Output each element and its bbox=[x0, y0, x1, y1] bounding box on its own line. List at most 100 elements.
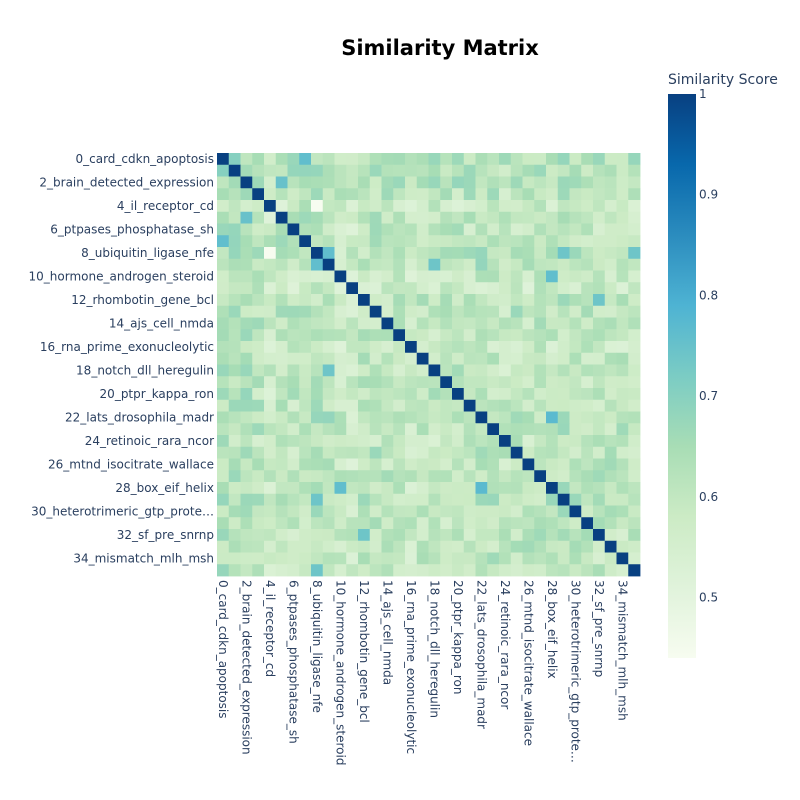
heatmap-cell bbox=[240, 317, 253, 330]
heatmap-cell bbox=[405, 493, 418, 506]
heatmap-cell bbox=[581, 164, 594, 177]
heatmap-cell bbox=[252, 411, 265, 424]
heatmap-cell bbox=[428, 470, 441, 483]
heatmap-cell bbox=[510, 458, 523, 471]
heatmap-cell bbox=[311, 505, 324, 518]
heatmap-cell bbox=[393, 529, 406, 542]
heatmap-cell bbox=[381, 317, 394, 330]
heatmap-cell bbox=[522, 376, 535, 389]
heatmap-cell bbox=[228, 294, 241, 307]
heatmap-cell bbox=[405, 517, 418, 530]
heatmap-cell bbox=[275, 564, 288, 577]
heatmap-cell bbox=[322, 470, 335, 483]
heatmap-cell bbox=[393, 552, 406, 565]
heatmap-cell bbox=[581, 282, 594, 295]
heatmap-cell bbox=[369, 505, 382, 518]
heatmap-cell bbox=[275, 282, 288, 295]
heatmap-cell bbox=[581, 235, 594, 248]
heatmap-cell bbox=[593, 364, 606, 377]
heatmap-cell bbox=[416, 446, 429, 459]
heatmap-cell bbox=[299, 376, 312, 389]
heatmap-cell bbox=[252, 435, 265, 448]
heatmap-cell bbox=[463, 235, 476, 248]
heatmap-cell bbox=[358, 305, 371, 318]
heatmap-cell bbox=[546, 270, 559, 283]
heatmap-cell bbox=[381, 270, 394, 283]
heatmap-cell bbox=[381, 435, 394, 448]
heatmap-cell bbox=[322, 305, 335, 318]
heatmap-cell bbox=[593, 235, 606, 248]
heatmap-cell bbox=[557, 529, 570, 542]
x-tick-label: 16_rna_prime_exonucleolytic bbox=[404, 580, 418, 754]
heatmap-cell bbox=[534, 317, 547, 330]
heatmap-cell bbox=[322, 258, 335, 271]
heatmap-cell bbox=[440, 247, 453, 260]
heatmap-cell bbox=[510, 446, 523, 459]
heatmap-cell bbox=[475, 517, 488, 530]
heatmap-cell bbox=[334, 317, 347, 330]
heatmap-cell bbox=[510, 341, 523, 354]
heatmap-cell bbox=[546, 352, 559, 365]
heatmap-cell bbox=[240, 247, 253, 260]
heatmap-cell bbox=[287, 458, 300, 471]
heatmap-cell bbox=[581, 176, 594, 189]
heatmap-cell bbox=[499, 470, 512, 483]
heatmap-cell bbox=[358, 517, 371, 530]
heatmap-cell bbox=[252, 493, 265, 506]
heatmap-cell bbox=[369, 188, 382, 201]
heatmap-cell bbox=[581, 482, 594, 495]
heatmap-cell bbox=[487, 247, 500, 260]
heatmap-cell bbox=[428, 388, 441, 401]
heatmap-cell bbox=[616, 376, 629, 389]
heatmap-cell bbox=[452, 388, 465, 401]
heatmap-cell bbox=[463, 270, 476, 283]
heatmap-cell bbox=[557, 294, 570, 307]
heatmap-cell bbox=[322, 552, 335, 565]
heatmap-cell bbox=[534, 258, 547, 271]
heatmap-cell bbox=[499, 282, 512, 295]
heatmap-cell bbox=[311, 341, 324, 354]
heatmap-cell bbox=[463, 446, 476, 459]
heatmap-cell bbox=[499, 164, 512, 177]
heatmap-cell bbox=[252, 352, 265, 365]
heatmap-cell bbox=[299, 294, 312, 307]
heatmap-cell bbox=[616, 341, 629, 354]
heatmap-cell bbox=[228, 529, 241, 542]
heatmap-cell bbox=[487, 294, 500, 307]
heatmap-cell bbox=[581, 376, 594, 389]
heatmap-cell bbox=[510, 540, 523, 553]
heatmap-cell bbox=[475, 423, 488, 436]
heatmap-cell bbox=[369, 411, 382, 424]
heatmap-cell bbox=[252, 200, 265, 213]
heatmap-cell bbox=[416, 482, 429, 495]
heatmap-cell bbox=[569, 188, 582, 201]
heatmap-cell bbox=[546, 540, 559, 553]
heatmap-cell bbox=[604, 317, 617, 330]
heatmap-cell bbox=[334, 270, 347, 283]
heatmap-cell bbox=[581, 446, 594, 459]
heatmap-cell bbox=[604, 223, 617, 236]
heatmap-cell bbox=[217, 270, 230, 283]
heatmap-cell bbox=[452, 482, 465, 495]
heatmap-cell bbox=[499, 247, 512, 260]
heatmap-cell bbox=[252, 294, 265, 307]
heatmap-cell bbox=[499, 529, 512, 542]
heatmap-cell bbox=[593, 446, 606, 459]
heatmap-cell bbox=[581, 505, 594, 518]
heatmap-cell bbox=[428, 540, 441, 553]
heatmap-cell bbox=[299, 552, 312, 565]
heatmap-cell bbox=[217, 552, 230, 565]
heatmap-cell bbox=[616, 517, 629, 530]
heatmap-cell bbox=[228, 282, 241, 295]
heatmap-cell bbox=[217, 470, 230, 483]
heatmap-cell bbox=[275, 294, 288, 307]
heatmap-cell bbox=[428, 258, 441, 271]
heatmap-cell bbox=[452, 153, 465, 166]
heatmap-cell bbox=[334, 482, 347, 495]
heatmap-cell bbox=[240, 564, 253, 577]
heatmap-cell bbox=[393, 211, 406, 224]
heatmap-cell bbox=[487, 329, 500, 342]
heatmap-cell bbox=[416, 435, 429, 448]
heatmap-cell bbox=[275, 164, 288, 177]
heatmap-cell bbox=[428, 423, 441, 436]
